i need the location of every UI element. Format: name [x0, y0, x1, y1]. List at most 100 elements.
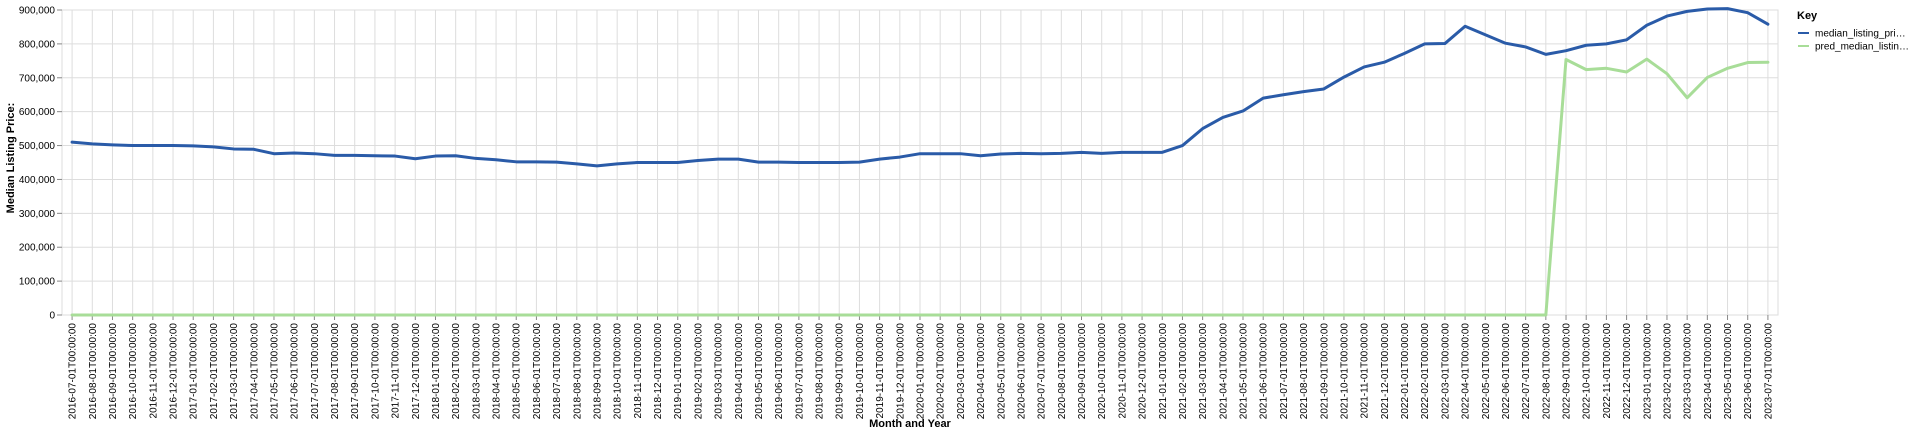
- x-tick-label: 2017-09-01T00:00:00: [350, 323, 361, 420]
- x-tick-label: 2020-11-01T00:00:00: [1117, 323, 1128, 419]
- x-tick-label: 2017-02-01T00:00:00: [209, 323, 220, 420]
- x-tick-label: 2017-11-01T00:00:00: [391, 323, 402, 419]
- x-tick-label: 2021-11-01T00:00:00: [1360, 323, 1371, 419]
- legend-label: median_listing_pri…: [1815, 29, 1906, 40]
- y-tick-label: 800,000: [19, 39, 56, 50]
- x-tick-label: 2019-10-01T00:00:00: [855, 323, 866, 420]
- x-tick-label: 2021-08-01T00:00:00: [1299, 323, 1310, 420]
- x-tick-label: 2018-07-01T00:00:00: [552, 323, 563, 420]
- x-tick-label: 2020-09-01T00:00:00: [1077, 323, 1088, 420]
- x-tick-label: 2022-11-01T00:00:00: [1602, 323, 1613, 419]
- x-tick-label: 2019-08-01T00:00:00: [815, 323, 826, 420]
- x-tick-label: 2022-06-01T00:00:00: [1501, 323, 1512, 420]
- x-tick-label: 2021-09-01T00:00:00: [1319, 323, 1330, 420]
- x-tick-label: 2017-12-01T00:00:00: [411, 323, 422, 420]
- x-tick-label: 2017-04-01T00:00:00: [249, 323, 260, 420]
- x-tick-label: 2021-01-01T00:00:00: [1158, 323, 1169, 420]
- x-tick-label: 2020-02-01T00:00:00: [936, 323, 947, 420]
- x-tick-label: 2016-12-01T00:00:00: [169, 323, 180, 420]
- x-tick-label: 2022-02-01T00:00:00: [1420, 323, 1431, 420]
- x-tick-label: 2022-05-01T00:00:00: [1481, 323, 1492, 420]
- x-tick-label: 2021-03-01T00:00:00: [1198, 323, 1209, 420]
- x-tick-label: 2017-07-01T00:00:00: [310, 323, 321, 420]
- x-tick-label: 2021-05-01T00:00:00: [1239, 323, 1250, 420]
- y-tick-label: 400,000: [19, 175, 56, 186]
- x-tick-label: 2019-12-01T00:00:00: [895, 323, 906, 420]
- x-tick-label: 2016-11-01T00:00:00: [148, 323, 159, 419]
- x-tick-label: 2018-06-01T00:00:00: [532, 323, 543, 420]
- x-tick-label: 2018-09-01T00:00:00: [592, 323, 603, 420]
- x-tick-label: 2020-08-01T00:00:00: [1057, 323, 1068, 420]
- x-tick-label: 2016-09-01T00:00:00: [108, 323, 119, 420]
- x-tick-label: 2023-01-01T00:00:00: [1642, 323, 1653, 420]
- x-tick-label: 2023-04-01T00:00:00: [1703, 323, 1714, 420]
- x-tick-label: 2018-01-01T00:00:00: [431, 323, 442, 420]
- x-tick-label: 2021-04-01T00:00:00: [1218, 323, 1229, 420]
- x-tick-label: 2020-04-01T00:00:00: [976, 323, 987, 420]
- grid-lines: [61, 9, 1779, 316]
- x-tick-label: 2021-12-01T00:00:00: [1380, 323, 1391, 420]
- x-tick-label: 2018-02-01T00:00:00: [451, 323, 462, 420]
- x-tick-label: 2017-03-01T00:00:00: [229, 323, 240, 420]
- legend: Key median_listing_pri… pred_median_listi…: [1797, 10, 1909, 53]
- x-tick-label: 2022-01-01T00:00:00: [1400, 323, 1411, 420]
- x-tick-label: 2018-04-01T00:00:00: [492, 323, 503, 420]
- x-tick-label: 2018-08-01T00:00:00: [572, 323, 583, 420]
- x-tick-label: 2016-10-01T00:00:00: [128, 323, 139, 420]
- x-tick-label: 2022-03-01T00:00:00: [1440, 323, 1451, 420]
- y-tick-label: 0: [49, 311, 55, 322]
- x-tick-label: 2017-01-01T00:00:00: [189, 323, 200, 420]
- x-tick-label: 2017-05-01T00:00:00: [269, 323, 280, 420]
- y-tick-label: 500,000: [19, 141, 56, 152]
- x-axis-title: Month and Year: [869, 418, 951, 430]
- series-line-pred-median-listing-price: [70, 57, 1770, 317]
- x-tick-label: 2019-11-01T00:00:00: [875, 323, 886, 419]
- x-tick-label: 2019-02-01T00:00:00: [693, 323, 704, 420]
- legend-title: Key: [1797, 10, 1818, 22]
- x-tick-label: 2018-10-01T00:00:00: [613, 323, 624, 420]
- y-axis-title: Median Listing Price:: [5, 103, 17, 214]
- x-tick-label: 2018-12-01T00:00:00: [653, 323, 664, 420]
- y-tick-label: 100,000: [19, 277, 56, 288]
- x-tick-label: 2019-07-01T00:00:00: [794, 323, 805, 420]
- x-tick-label: 2017-08-01T00:00:00: [330, 323, 341, 420]
- x-tick-label: 2023-03-01T00:00:00: [1683, 323, 1694, 420]
- legend-label: pred_median_listin…: [1815, 42, 1909, 53]
- x-tick-label: 2021-02-01T00:00:00: [1178, 323, 1189, 420]
- x-tick-label: 2023-06-01T00:00:00: [1743, 323, 1754, 420]
- series-line-median-listing-price: [70, 7, 1770, 168]
- x-tick-label: 2021-06-01T00:00:00: [1259, 323, 1270, 420]
- y-tick-label: 700,000: [19, 73, 56, 84]
- x-tick-label: 2016-08-01T00:00:00: [88, 323, 99, 420]
- x-tick-label: 2020-07-01T00:00:00: [1037, 323, 1048, 420]
- x-tick-label: 2017-06-01T00:00:00: [290, 323, 301, 420]
- x-tick-label: 2021-07-01T00:00:00: [1279, 323, 1290, 420]
- x-tick-label: 2022-10-01T00:00:00: [1582, 323, 1593, 420]
- x-tick-label: 2021-10-01T00:00:00: [1339, 323, 1350, 420]
- x-tick-label: 2022-04-01T00:00:00: [1461, 323, 1472, 420]
- x-tick-label: 2017-10-01T00:00:00: [370, 323, 381, 420]
- x-tick-label: 2020-05-01T00:00:00: [996, 323, 1007, 420]
- y-tick-label: 600,000: [19, 107, 56, 118]
- y-tick-label: 200,000: [19, 243, 56, 254]
- x-tick-label: 2022-08-01T00:00:00: [1541, 323, 1552, 420]
- x-axis: 2016-07-01T00:00:00 2016-08-01T00:00:00 20…: [68, 315, 1774, 420]
- y-tick-label: 900,000: [19, 6, 56, 17]
- x-tick-label: 2020-12-01T00:00:00: [1138, 323, 1149, 420]
- x-tick-label: 2022-07-01T00:00:00: [1521, 323, 1532, 420]
- x-tick-label: 2020-10-01T00:00:00: [1097, 323, 1108, 420]
- x-tick-label: 2019-01-01T00:00:00: [673, 323, 684, 420]
- x-tick-label: 2023-05-01T00:00:00: [1723, 323, 1734, 420]
- x-tick-label: 2019-06-01T00:00:00: [774, 323, 785, 420]
- x-tick-label: 2022-12-01T00:00:00: [1622, 323, 1633, 420]
- x-tick-label: 2023-02-01T00:00:00: [1662, 323, 1673, 420]
- series-lines: [70, 7, 1770, 317]
- y-tick-label: 300,000: [19, 209, 56, 220]
- x-tick-label: 2019-05-01T00:00:00: [754, 323, 765, 420]
- x-tick-label: 2018-03-01T00:00:00: [471, 323, 482, 420]
- x-tick-label: 2023-07-01T00:00:00: [1763, 323, 1774, 420]
- x-tick-label: 2018-11-01T00:00:00: [633, 323, 644, 419]
- x-tick-label: 2020-06-01T00:00:00: [1016, 323, 1027, 420]
- x-tick-label: 2020-03-01T00:00:00: [956, 323, 967, 420]
